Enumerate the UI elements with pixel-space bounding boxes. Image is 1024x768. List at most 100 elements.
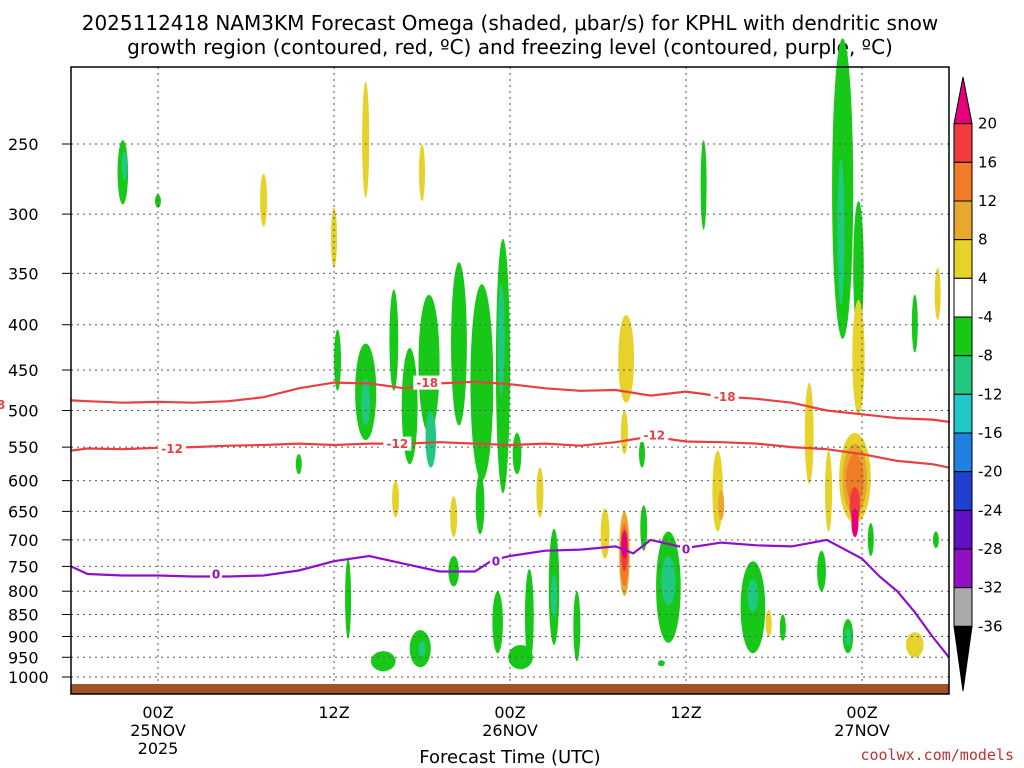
- contour-label-bg: [383, 436, 412, 451]
- omega-cell: [657, 660, 665, 667]
- colorbar-label: 8: [978, 231, 988, 249]
- omega-cell: [846, 454, 864, 506]
- colorbar-segment: [953, 277, 973, 318]
- omega-cell: [852, 299, 865, 415]
- y-tick-label: 750: [8, 557, 39, 576]
- x-tick-date: 26NOV: [482, 721, 538, 740]
- omega-cell: [419, 144, 425, 202]
- omega-cell: [765, 609, 772, 637]
- omega-cell: [621, 531, 628, 559]
- colorbar-segment: [953, 161, 973, 202]
- contour-label: -12: [161, 442, 183, 456]
- contour-label: 0: [212, 568, 220, 582]
- y-tick-label: 950: [8, 648, 39, 667]
- omega-cell: [934, 267, 941, 320]
- omega-cell: [661, 556, 676, 606]
- omega-cell: [747, 578, 759, 613]
- contour-line: [70, 380, 950, 423]
- y-tick-label: 550: [8, 438, 39, 457]
- colorbar-label: -8: [978, 347, 993, 365]
- omega-cell: [837, 159, 845, 305]
- omega-cell: [600, 508, 610, 559]
- colorbar-segment: [953, 123, 973, 163]
- y-tick-label: 700: [8, 531, 39, 550]
- terrain-ground: [71, 684, 949, 694]
- colorbar-label: 4: [978, 269, 988, 287]
- omega-cell: [334, 329, 342, 391]
- omega-cell: [524, 568, 534, 664]
- colorbar-segment: [953, 200, 973, 241]
- omega-cell: [911, 294, 918, 353]
- plot-area: -18 -18 -18 -12 -12 -12 0 0 0: [0, 38, 950, 695]
- x-axis-title: Forecast Time (UTC): [419, 747, 600, 768]
- y-axis-ticks: 250 300 350 400 450 500 550 600 650 700 750 800 850 9…: [8, 135, 71, 687]
- y-tick-label: 900: [8, 627, 39, 646]
- omega-cell: [121, 151, 128, 181]
- omega-cell: [451, 262, 467, 426]
- omega-cell: [817, 550, 826, 592]
- colorbar-bottom-arrow: [953, 625, 973, 692]
- contour-label-bg: [489, 554, 502, 569]
- y-tick-label: 500: [8, 402, 39, 421]
- contour-lines: -18 -18 -18 -12 -12 -12 0 0 0: [0, 375, 950, 658]
- omega-cell: [718, 490, 725, 521]
- omega-cell: [450, 496, 458, 538]
- omega-shading: [117, 38, 941, 672]
- contour-label: -12: [387, 437, 409, 451]
- omega-cell: [295, 454, 302, 475]
- colorbar-label: -12: [978, 385, 1003, 403]
- omega-cell: [492, 591, 503, 654]
- omega-cell: [853, 201, 864, 335]
- omega-cell: [551, 574, 557, 617]
- grid-lines: [71, 67, 949, 694]
- colorbar-segment: [953, 432, 973, 473]
- omega-cell: [804, 382, 814, 484]
- omega-cell: [825, 450, 833, 532]
- x-tick-year: 2025: [138, 739, 179, 758]
- omega-cell: [536, 467, 544, 518]
- contour-label: -12: [643, 429, 665, 443]
- contour-label: -18: [0, 398, 5, 412]
- omega-cell: [370, 651, 396, 672]
- colorbar-label: -36: [978, 617, 1003, 635]
- plot-frame: [70, 66, 950, 695]
- omega-cell: [512, 432, 522, 475]
- omega-cell: [155, 194, 161, 208]
- omega-cell: [508, 644, 533, 670]
- colorbar-segment: [953, 316, 973, 357]
- contour-label: -18: [416, 376, 438, 390]
- y-tick-label: 1000: [8, 668, 49, 687]
- omega-cell: [573, 591, 581, 662]
- omega-cell: [361, 378, 371, 426]
- chart-title-line-2: growth region (contoured, red, ºC) and f…: [127, 35, 893, 59]
- contour-label-bg: [640, 428, 669, 443]
- colorbar-segment: [953, 548, 973, 589]
- colorbar: 20 16 12 8 4 -4 -8 -12 -16 -20 -24 -28 -32 -36: [953, 76, 1003, 692]
- credit-text: coolwx.com/models: [860, 746, 1014, 764]
- x-tick-label: 12Z: [318, 703, 349, 722]
- omega-cell: [779, 614, 786, 641]
- colorbar-top-arrow: [953, 76, 973, 125]
- contour-label-bg: [0, 397, 9, 412]
- colorbar-label: 20: [978, 115, 997, 133]
- omega-cell: [497, 284, 505, 395]
- chart-title-line-1: 2025112418 NAM3KM Forecast Omega (shaded…: [82, 11, 939, 35]
- colorbar-segment: [953, 355, 973, 395]
- colorbar-label: 12: [978, 192, 997, 210]
- omega-cell: [389, 289, 399, 391]
- omega-cell: [700, 140, 707, 230]
- omega-cell: [331, 207, 337, 268]
- y-tick-label: 450: [8, 361, 39, 380]
- omega-cell: [425, 410, 437, 468]
- x-tick-date: 27NOV: [834, 721, 890, 740]
- omega-cell: [260, 173, 268, 227]
- omega-cell: [418, 640, 426, 658]
- y-tick-label: 300: [8, 205, 39, 224]
- contour-label: 0: [682, 543, 690, 557]
- omega-cell: [475, 474, 485, 535]
- y-tick-label: 850: [8, 606, 39, 625]
- y-tick-label: 800: [8, 582, 39, 601]
- omega-cell: [620, 410, 628, 455]
- omega-cell: [639, 440, 645, 468]
